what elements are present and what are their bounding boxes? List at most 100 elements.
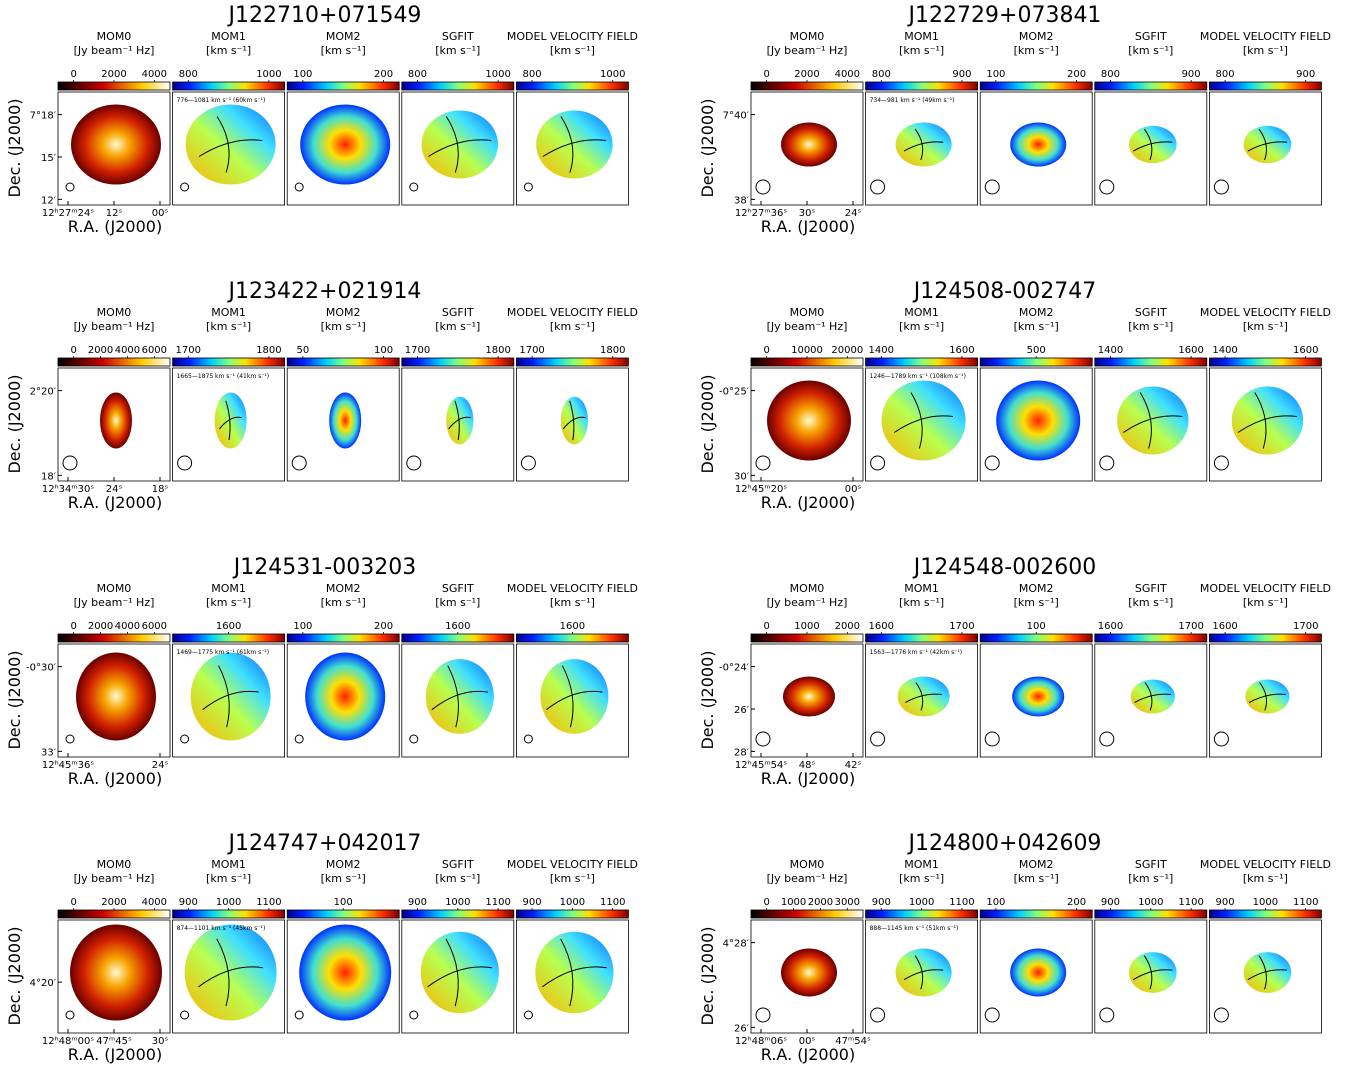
colorbar-tick-label: 1800 xyxy=(600,345,625,356)
ra-tick-label: 47ᵐ45ˢ xyxy=(96,1036,132,1047)
colorbar-tick-label: 2000 xyxy=(101,69,126,80)
colorbar-tick-label: 1100 xyxy=(600,897,625,908)
colorbar xyxy=(1094,357,1208,367)
column-title: MOM0 xyxy=(790,582,825,595)
colorbar xyxy=(750,81,864,91)
colorbar-tick-label: 1600 xyxy=(1293,345,1318,356)
column-unit: [km s⁻¹] xyxy=(435,44,480,57)
column-title: MOM0 xyxy=(790,858,825,871)
contour xyxy=(1132,969,1173,981)
colorbar-tick-label: 900 xyxy=(523,897,542,908)
column-title: MOM1 xyxy=(904,306,939,319)
column-unit: [km s⁻¹] xyxy=(899,320,944,333)
galaxy-map xyxy=(781,122,837,167)
colorbar-tick-label: 6000 xyxy=(142,621,167,632)
colorbar-tick-label: 1100 xyxy=(949,897,974,908)
colorbar-tick-label: 0 xyxy=(763,621,769,632)
velocity-range: 1246—1789 km s⁻¹ (108km s⁻¹) xyxy=(870,373,966,380)
beam xyxy=(523,182,533,192)
colorbar-tick-label: 1000 xyxy=(794,621,819,632)
colorbar xyxy=(1094,909,1208,919)
galaxy-map xyxy=(446,396,474,445)
column-unit: [km s⁻¹] xyxy=(1128,596,1173,609)
ra-tick-label: 12ʰ45ᵐ54ˢ xyxy=(735,760,787,771)
contour xyxy=(216,938,230,1007)
beam xyxy=(65,182,75,192)
colorbar-tick-label: 900 xyxy=(408,897,427,908)
colorbar-tick-label: 1800 xyxy=(256,345,281,356)
colorbar-tick-label: 900 xyxy=(952,69,971,80)
colorbar-tick-label: 800 xyxy=(523,69,542,80)
panel-title: J124508-002747 xyxy=(912,279,1096,304)
beam xyxy=(755,455,771,471)
dec-axis-label: Dec. (J2000) xyxy=(698,374,717,473)
contour xyxy=(219,416,242,430)
colorbar-tick-label: 1100 xyxy=(1178,897,1203,908)
colorbar-tick-label: 1700 xyxy=(405,345,430,356)
dec-axis-label: Dec. (J2000) xyxy=(5,650,24,749)
contour xyxy=(454,400,460,441)
dec-tick-label: 2°20′ xyxy=(30,387,57,398)
dec-tick-label: 15′ xyxy=(41,153,57,164)
galaxy-map xyxy=(767,380,851,461)
colorbar xyxy=(1209,633,1322,643)
colorbar xyxy=(286,357,400,367)
panel-title: J122729+073841 xyxy=(907,3,1102,28)
galaxy-map xyxy=(1130,679,1175,714)
column-title: MOM2 xyxy=(1019,582,1054,595)
galaxy-map xyxy=(184,924,277,1021)
colorbar-tick-label: 3000 xyxy=(835,897,860,908)
colorbar-tick-label: 1600 xyxy=(1098,621,1123,632)
dec-axis-label: Dec. (J2000) xyxy=(698,650,717,749)
colorbar-tick-label: 1700 xyxy=(1293,621,1318,632)
column-title: SGFIT xyxy=(1135,858,1167,871)
column-title: MOM2 xyxy=(326,858,361,871)
colorbar xyxy=(865,357,978,367)
colorbar-tick-label: 1700 xyxy=(519,345,544,356)
dec-tick-label: -0°30′ xyxy=(26,663,57,674)
dec-tick-label: 26′ xyxy=(734,705,750,716)
column-unit: [km s⁻¹] xyxy=(206,320,251,333)
colorbar-tick-label: 2000 xyxy=(101,897,126,908)
colorbar-tick-label: 4000 xyxy=(115,345,140,356)
beam xyxy=(984,455,1000,471)
contour xyxy=(1237,415,1297,433)
colorbar-tick-label: 900 xyxy=(1101,897,1120,908)
colorbar xyxy=(172,357,286,367)
dec-tick-label: 12′ xyxy=(41,195,57,206)
colorbar-tick-label: 4000 xyxy=(115,621,140,632)
contour xyxy=(448,416,472,430)
ra-tick-label: 24ˢ xyxy=(845,208,862,219)
dec-axis-label: Dec. (J2000) xyxy=(698,98,717,197)
colorbar-tick-label: 1600 xyxy=(216,621,241,632)
galaxy-map xyxy=(1243,125,1292,164)
beam xyxy=(870,731,886,747)
contour xyxy=(1248,693,1286,703)
column-title: MODEL VELOCITY FIELD xyxy=(1200,306,1331,319)
ra-tick-label: 12ʰ45ᵐ36ˢ xyxy=(42,760,94,771)
colorbar-tick-label: 50 xyxy=(297,345,310,356)
contour xyxy=(198,139,263,157)
colorbar-tick-label: 1000 xyxy=(485,69,510,80)
column-unit: [km s⁻¹] xyxy=(550,44,595,57)
colorbar-tick-label: 900 xyxy=(872,897,891,908)
dec-tick-label: 18′ xyxy=(41,471,57,482)
column-unit: [km s⁻¹] xyxy=(1243,44,1288,57)
column-title: MOM2 xyxy=(326,582,361,595)
column-unit: [Jy beam⁻¹ Hz] xyxy=(74,596,155,609)
colorbar-tick-label: 6000 xyxy=(142,345,167,356)
colorbar-tick-label: 1600 xyxy=(1178,345,1203,356)
column-title: MOM0 xyxy=(790,30,825,43)
column-title: SGFIT xyxy=(442,306,474,319)
beam xyxy=(870,179,886,195)
ra-tick-label: 24ˢ xyxy=(106,484,123,495)
colorbar xyxy=(286,81,400,91)
contour xyxy=(560,938,574,1007)
colorbar-tick-label: 1600 xyxy=(445,621,470,632)
colorbar-tick-label: 100 xyxy=(1027,621,1046,632)
ra-axis-label: R.A. (J2000) xyxy=(761,493,855,512)
column-title: MOM2 xyxy=(1019,306,1054,319)
beam xyxy=(755,179,771,195)
panel-title: J124800+042609 xyxy=(907,831,1102,856)
contour xyxy=(1139,392,1152,449)
